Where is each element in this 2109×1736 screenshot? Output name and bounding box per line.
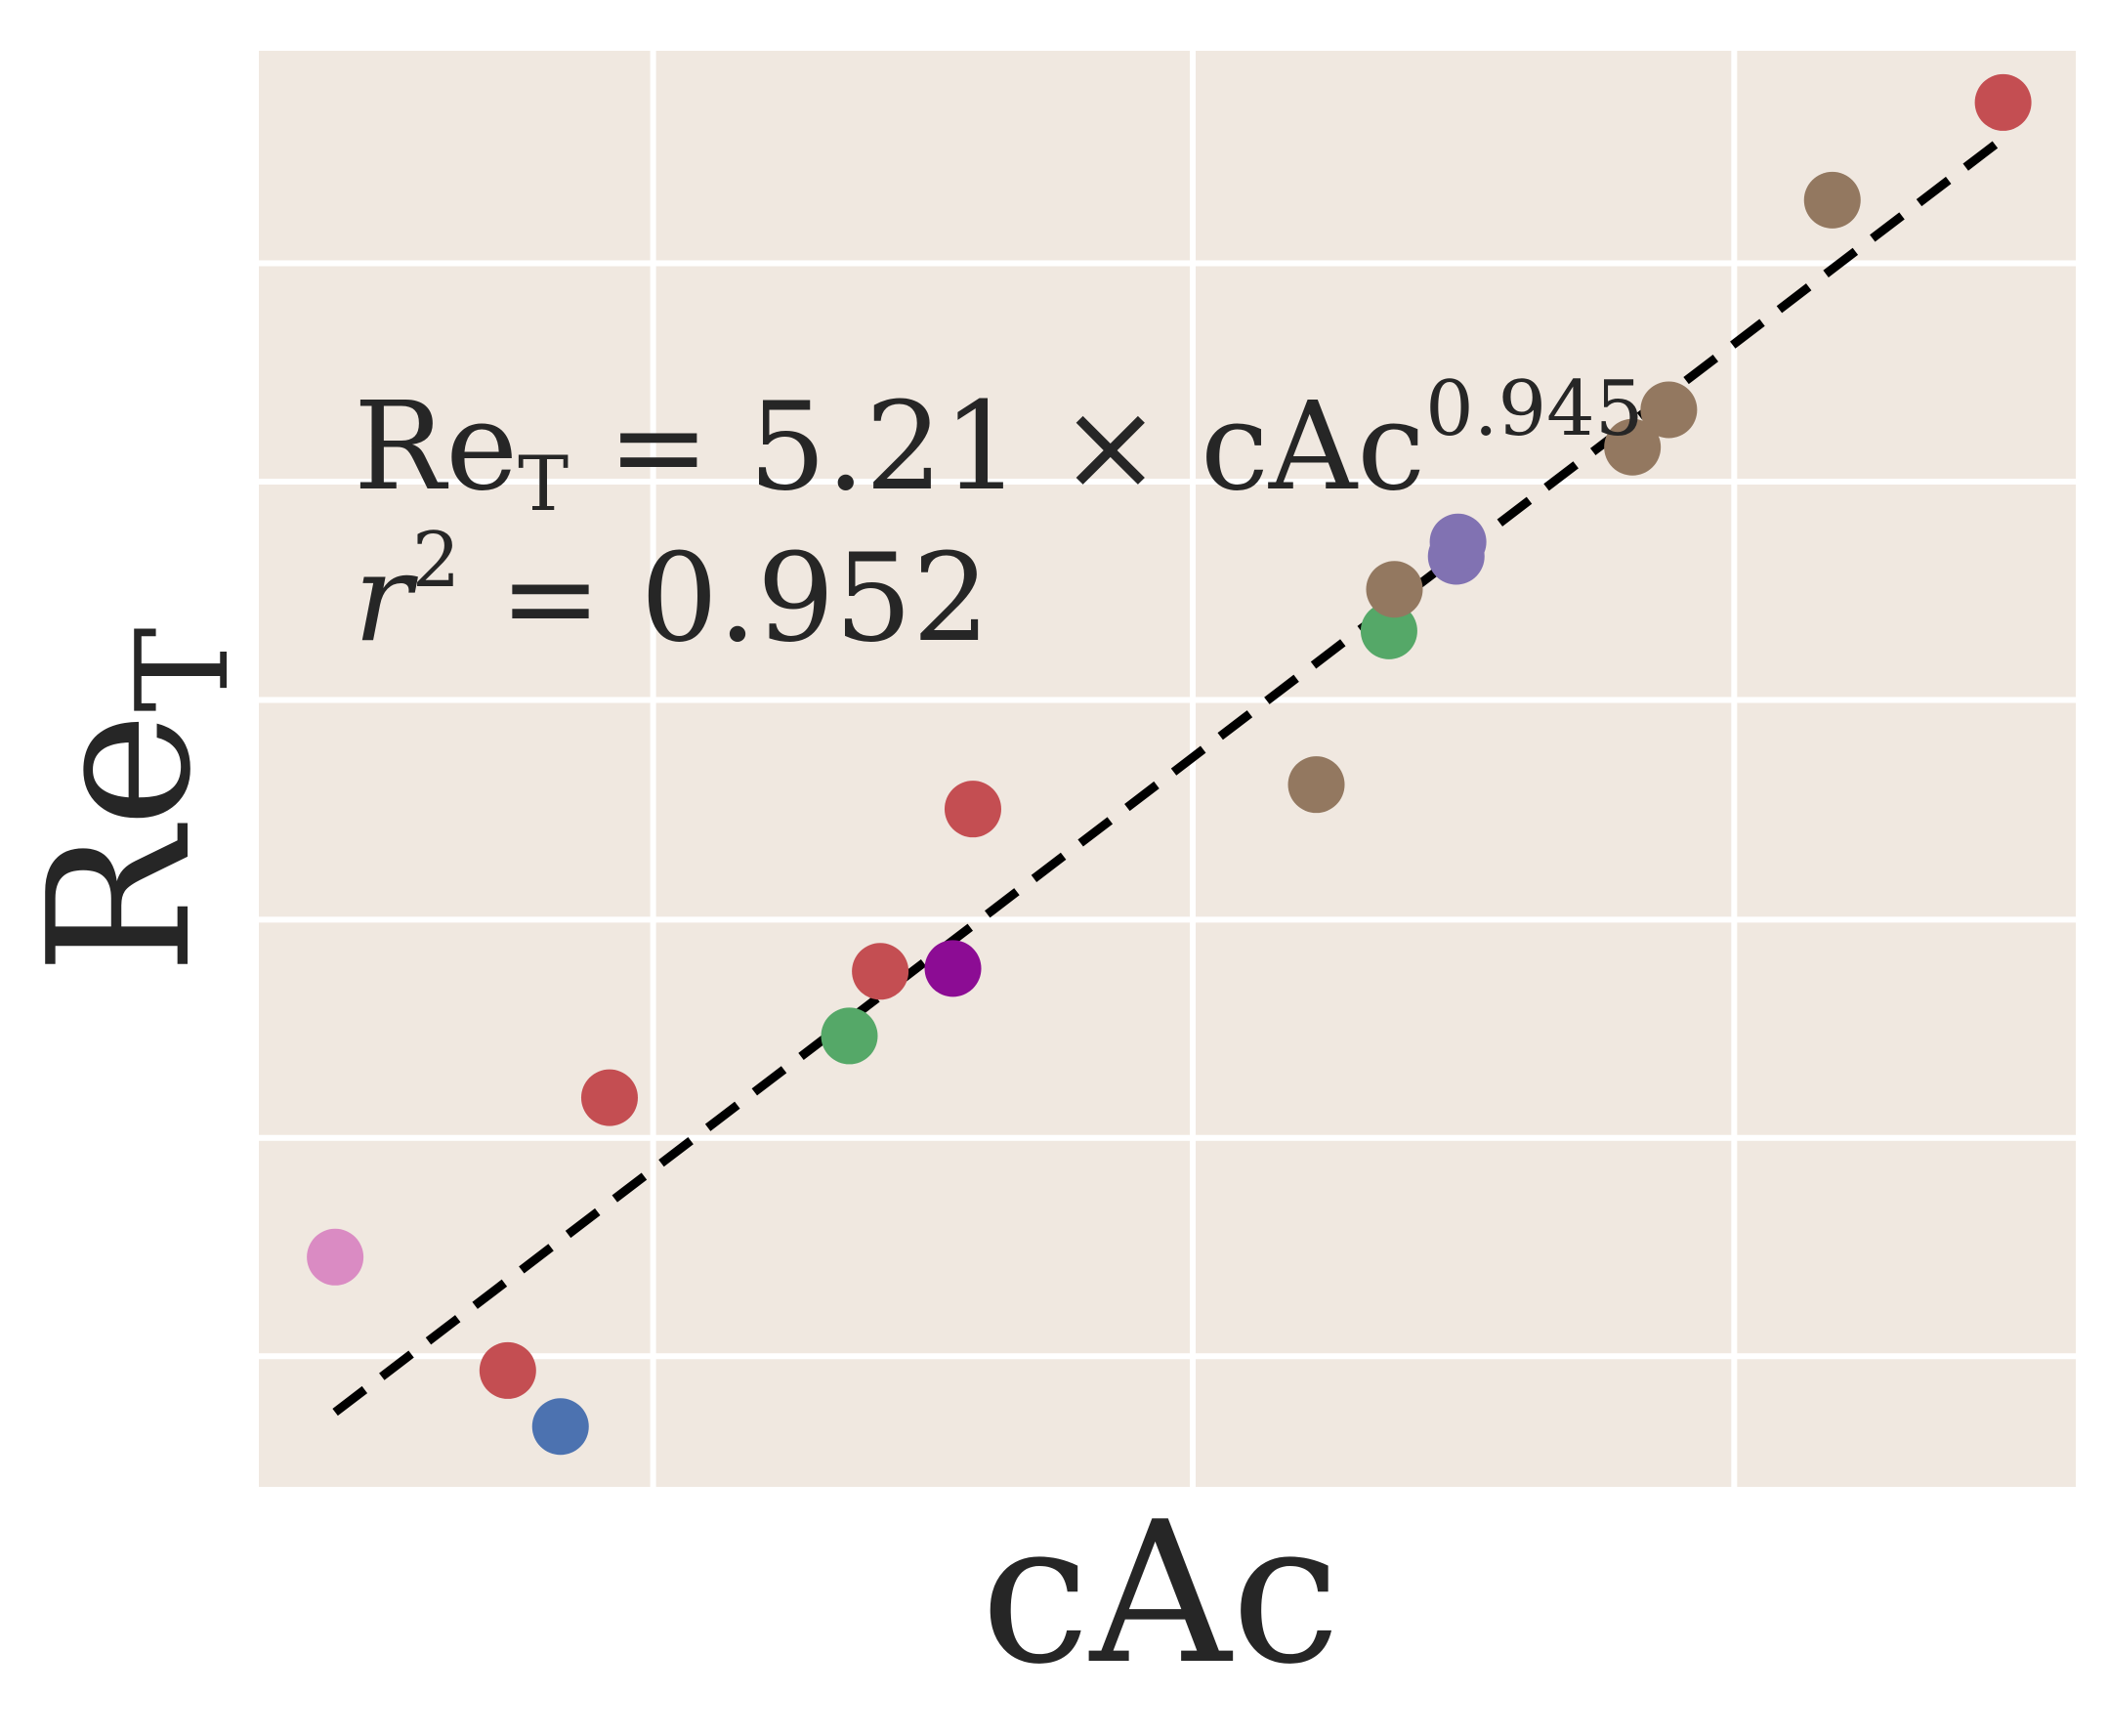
data-point-2	[531, 1398, 589, 1456]
data-point-10	[1366, 561, 1423, 618]
fit-equation-body: = 5.21 × cAc	[569, 376, 1425, 518]
y-axis-label-main: Re	[7, 712, 234, 975]
r-squared-annotation: r2 = 0.952	[354, 517, 990, 669]
data-point-1	[479, 1341, 536, 1399]
data-point-5	[852, 943, 909, 1000]
fit-equation: ReT = 5.21 × cAc0.945	[354, 365, 1643, 529]
r-squared-value: = 0.952	[460, 528, 990, 669]
fit-equation-re: Re	[354, 376, 518, 518]
data-point-6	[924, 940, 982, 997]
data-point-16	[1974, 73, 2032, 131]
data-point-8	[1287, 756, 1345, 814]
data-point-4	[821, 1007, 878, 1065]
data-point-14	[1640, 381, 1698, 439]
data-points	[307, 73, 2032, 1456]
plot-background	[259, 51, 2076, 1487]
data-point-3	[580, 1069, 638, 1126]
grid-lines	[259, 51, 2076, 1487]
y-axis-label-sub: T	[108, 627, 257, 712]
data-point-7	[944, 781, 1001, 838]
data-point-9	[1360, 602, 1417, 659]
r-squared-exp: 2	[412, 517, 461, 605]
x-axis-label: cAc	[981, 1480, 1340, 1708]
fit-equation-sub: T	[518, 441, 569, 529]
data-point-12	[1429, 513, 1487, 571]
data-point-15	[1803, 171, 1861, 229]
y-axis-label: ReT	[7, 627, 257, 975]
data-point-13	[1604, 418, 1662, 476]
fit-equation-exponent: 0.945	[1425, 365, 1643, 453]
r-squared-var: r	[354, 528, 418, 669]
data-point-0	[307, 1228, 364, 1286]
